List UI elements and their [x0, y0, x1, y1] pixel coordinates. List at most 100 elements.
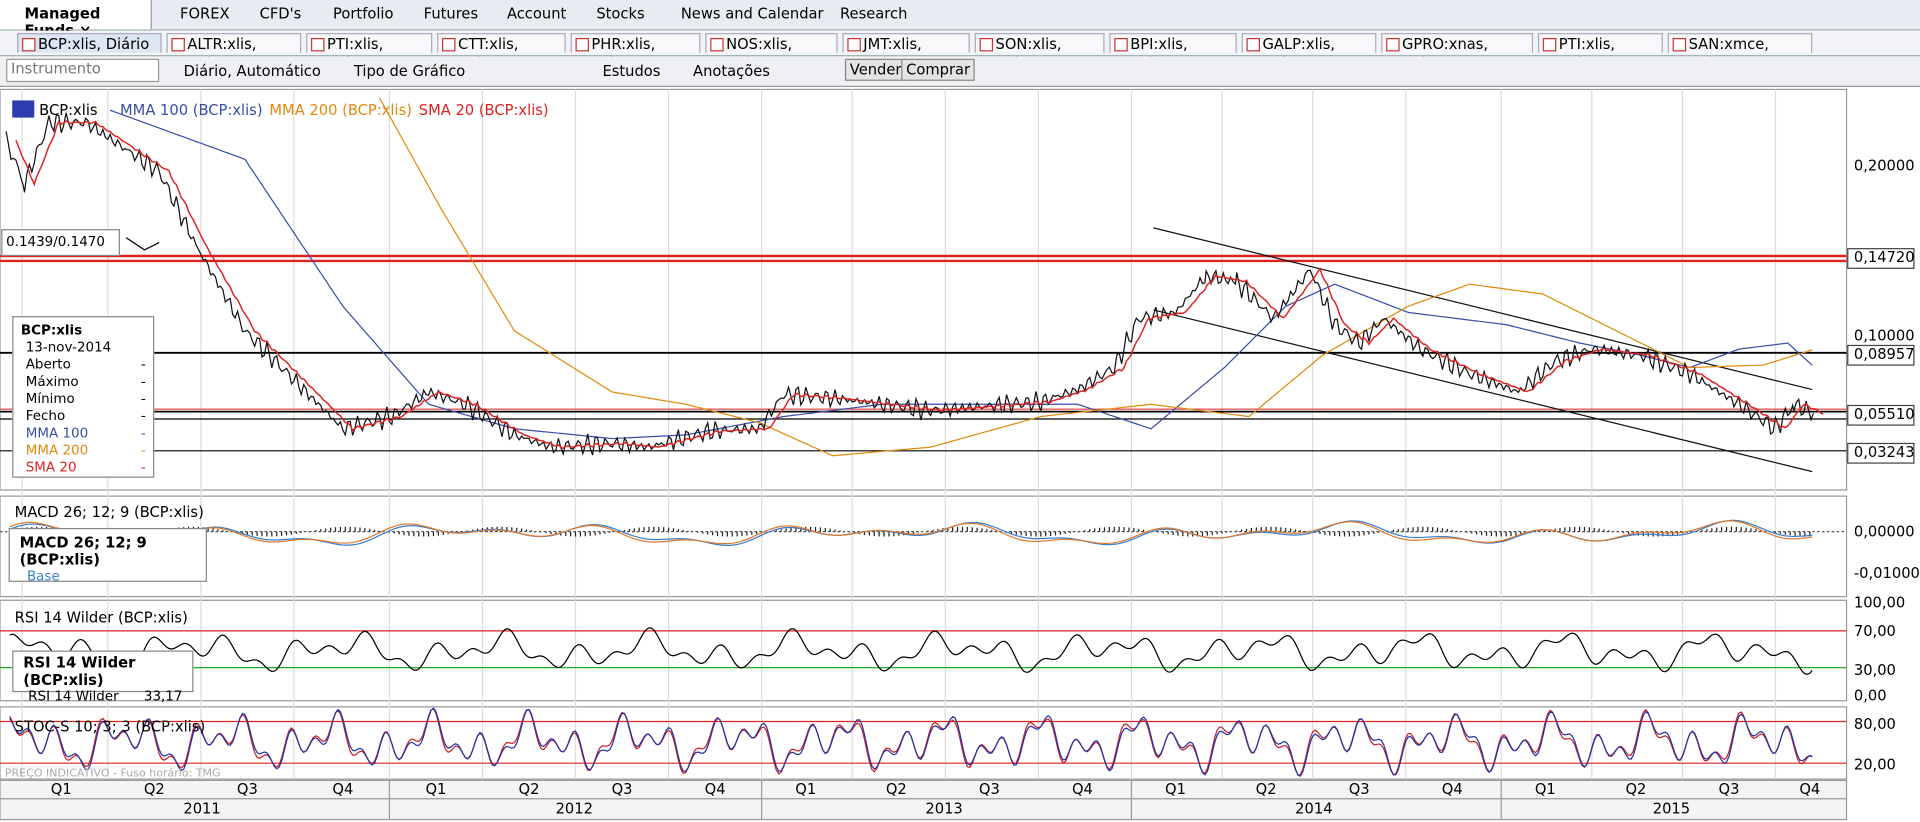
year-label: 2012 — [556, 800, 593, 817]
instrument-tab[interactable]: BPI:xlis, Diário — [1109, 33, 1237, 72]
info-label: MMA 200 — [25, 442, 89, 459]
legend-entry: MMA 100 (BCP:xlis) — [120, 102, 263, 119]
instrument-tab[interactable]: PTI:xlis, Diário — [1537, 33, 1663, 72]
quarter-label: Q1 — [1165, 781, 1186, 798]
period-dropdown[interactable]: Diário, Automático — [183, 62, 321, 80]
tab[interactable]: FOREX — [180, 4, 230, 23]
instrument-input[interactable]: Instrumento — [6, 58, 160, 83]
info-row: Máximo - — [21, 374, 146, 391]
instrument-tab[interactable]: JMT:xlis, Diário — [842, 33, 970, 72]
panel — [0, 88, 1848, 491]
info-symbol: BCP:xlis — [20, 322, 83, 339]
quarter-label: Q2 — [886, 781, 907, 798]
annotations-dropdown[interactable]: Anotações — [693, 62, 770, 80]
quarter-label: Q3 — [612, 781, 633, 798]
tab-active[interactable]: Managed Funds × — [0, 0, 152, 39]
macd-axis-label: -0,01000 — [1854, 565, 1920, 582]
x-axis — [0, 779, 1848, 821]
buy-button[interactable]: Comprar — [901, 58, 976, 81]
info-value: - — [140, 425, 146, 442]
price-axis-label: 0,20000 — [1854, 157, 1915, 174]
tab[interactable]: News and Calendar — [680, 4, 824, 23]
instrument-tab[interactable]: SON:xlis, Diário — [974, 33, 1105, 72]
info-value: - — [140, 442, 146, 459]
price-line — [5, 112, 1815, 457]
tab[interactable]: Account — [506, 4, 567, 23]
quarter-label: Q1 — [51, 781, 72, 798]
footer-note: PREÇO INDICATIVO - Fuso horário: TMG — [5, 767, 221, 780]
info-value: - — [140, 459, 146, 476]
mma200-line — [379, 97, 1813, 457]
toolbar: Instrumento Diário, Automático Tipo de G… — [0, 56, 1920, 87]
chart-type-dropdown[interactable]: Tipo de Gráfico — [353, 62, 466, 80]
info-row: MMA 100 - — [21, 425, 146, 442]
stoch-title: STOC-S 10; 3; 3 (BCP:xlis) — [15, 718, 205, 735]
info-row: Mínimo - — [21, 391, 146, 408]
instrument-tab[interactable]: GALP:xlis, Diário — [1241, 33, 1377, 72]
quarter-label: Q4 — [705, 781, 726, 798]
info-label: Máximo — [25, 373, 79, 390]
rsi-box-label: RSI 14 Wilder — [28, 688, 119, 705]
stoch-axis-label: 80,00 — [1854, 716, 1896, 733]
tab[interactable]: Research — [840, 4, 908, 23]
rsi-title: RSI 14 Wilder (BCP:xlis) — [15, 609, 188, 626]
mma100-line — [110, 109, 1813, 440]
instrument-tab[interactable]: NOS:xlis, Diário — [705, 33, 838, 72]
info-box: BCP:xlis 13-nov-2014 Aberto - Máximo - Mínim… — [12, 316, 155, 478]
sell-button[interactable]: Vender — [844, 58, 907, 81]
info-value: - — [140, 407, 146, 424]
rsi-box: RSI 14 Wilder (BCP:xlis) RSI 14 Wilder 33… — [12, 650, 194, 704]
quarter-label: Q3 — [979, 781, 1000, 798]
instrument-tab[interactable]: BCP:xlis, Diário — [17, 33, 162, 53]
price-axis-label: 0,10000 — [1854, 328, 1915, 345]
info-row: SMA 20 - — [21, 459, 146, 476]
rsi-axis-label: 100,00 — [1854, 595, 1905, 612]
info-row: Aberto - — [21, 356, 146, 373]
chart-area: BCP:xlis MMA 100 (BCP:xlis) MMA 200 (BCP:x… — [0, 88, 1920, 821]
stoch-k-line — [9, 707, 1813, 777]
price-tag — [1847, 442, 1915, 464]
info-label: Mínimo — [25, 390, 75, 407]
tab[interactable]: Portfolio — [333, 4, 394, 23]
instrument-tab[interactable]: PHR:xlis, Diário — [570, 33, 701, 72]
instrument-tab[interactable]: GPRO:xnas, Diário — [1381, 33, 1534, 72]
quarter-label: Q2 — [519, 781, 540, 798]
info-row: MMA 200 - — [21, 442, 146, 459]
panel — [0, 495, 1848, 598]
tab[interactable]: CFD's — [259, 4, 302, 23]
price-axis-label: 0,08957 — [1854, 346, 1915, 363]
top-tabs: Managed Funds × FOREX CFD's Portfolio Fu… — [0, 0, 1920, 39]
rsi-line — [9, 627, 1813, 676]
stoch-axis-label: 20,00 — [1854, 756, 1896, 773]
legend-entry: SMA 20 (BCP:xlis) — [419, 102, 549, 119]
legend-icon — [12, 100, 35, 118]
quarter-label: Q3 — [1349, 781, 1370, 798]
signal-line — [9, 520, 1813, 545]
rsi-axis-label: 0,00 — [1854, 688, 1887, 705]
price-axis-label: 0,14720 — [1854, 249, 1915, 266]
instrument-tab[interactable]: PTI:xlis, Diário — [306, 33, 433, 72]
studies-dropdown[interactable]: Estudos — [602, 62, 661, 80]
rsi-axis-label: 30,00 — [1854, 662, 1896, 679]
quarter-label: Q1 — [425, 781, 446, 798]
legend-entry: BCP:xlis — [39, 102, 97, 119]
instrument-tab[interactable]: ALTR:xlis, Diário — [166, 33, 302, 72]
instrument-tab[interactable]: CTT:xlis, Diário — [437, 33, 566, 72]
quote-box: 0.1439/0.1470 — [1, 229, 121, 257]
quarter-label: Q3 — [237, 781, 258, 798]
instrument-tab[interactable]: SAN:xmce, Diário — [1667, 33, 1813, 72]
tab[interactable]: Stocks — [596, 4, 645, 23]
price-axis-label: 0,03243 — [1854, 444, 1915, 461]
price-tag — [1847, 248, 1915, 269]
price-tag — [1847, 404, 1915, 426]
macd-box: MACD 26; 12; 9 (BCP:xlis) Base — [8, 527, 207, 582]
info-value: - — [140, 356, 146, 373]
rsi-axis-label: 70,00 — [1854, 623, 1896, 640]
tab[interactable]: Futures — [423, 4, 479, 23]
trend-line — [1153, 309, 1813, 473]
quarter-label: Q4 — [1072, 781, 1093, 798]
year-label: 2014 — [1295, 800, 1332, 817]
